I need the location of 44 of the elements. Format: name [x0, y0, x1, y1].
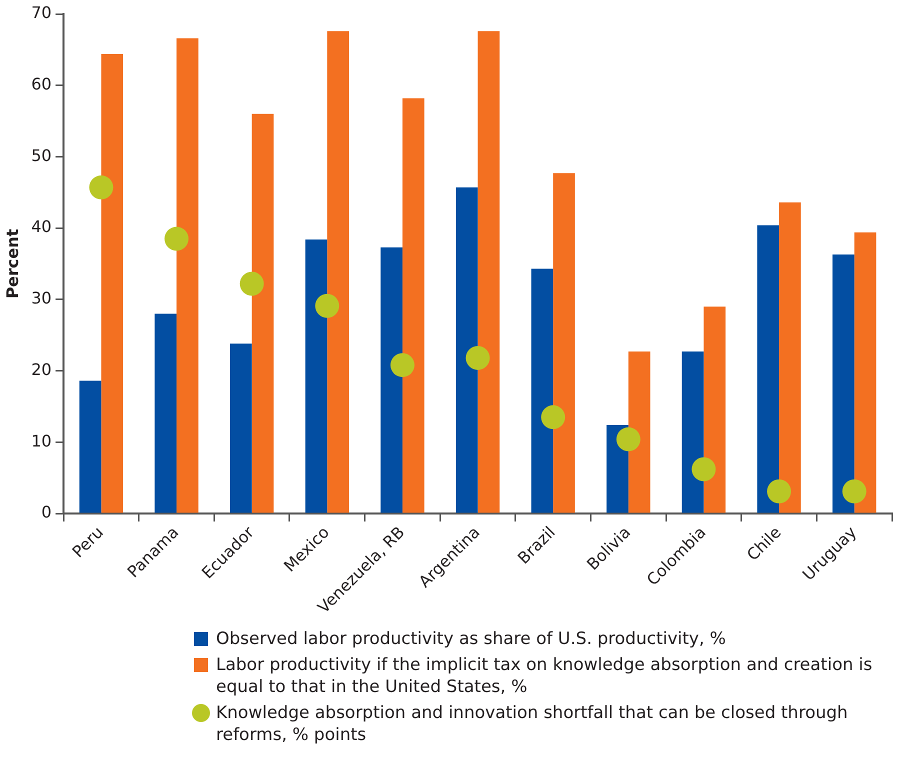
point: [616, 427, 640, 452]
point: [541, 405, 566, 430]
point: [692, 457, 716, 482]
legend-label: Observed labor productivity as share of U.S. productivity, %: [216, 628, 726, 650]
bar: [402, 98, 424, 513]
y-tick-label: 0: [41, 502, 52, 522]
point: [767, 479, 792, 504]
point: [89, 175, 114, 200]
bar: [79, 380, 102, 513]
y-tick-label: 40: [31, 217, 52, 236]
legend-label: Knowledge absorption and innovation shortfall that can be closed through reforms, % points: [216, 702, 849, 746]
point: [842, 479, 866, 504]
y-axis-title: Percent: [2, 228, 22, 299]
bar: [704, 306, 726, 513]
bar: [252, 114, 274, 513]
bar: [456, 187, 478, 513]
bar: [757, 225, 780, 513]
bar: [628, 352, 650, 513]
bar: [531, 268, 554, 513]
bar: [305, 239, 328, 513]
y-tick-label: 50: [31, 146, 52, 165]
y-tick-label: 20: [31, 360, 52, 379]
point: [315, 294, 340, 318]
point: [164, 226, 189, 251]
y-tick-label: 10: [31, 431, 52, 450]
bar: [478, 31, 500, 513]
bar: [380, 247, 402, 513]
bar: [154, 314, 177, 513]
bar: [327, 31, 349, 513]
bar: [682, 352, 704, 513]
bar: [832, 254, 854, 513]
legend-label: Labor productivity if the implicit tax on knowledge absorption and creation is equal to that in the United States, %: [216, 654, 874, 698]
point: [240, 272, 264, 296]
bar: [854, 232, 876, 513]
bar: [230, 344, 252, 513]
point: [390, 353, 414, 378]
bar: [176, 38, 198, 513]
bar: [779, 202, 801, 513]
y-tick-label: 30: [31, 288, 52, 308]
bar: [101, 54, 124, 513]
y-tick-label: 70: [31, 3, 52, 22]
bar: [553, 173, 575, 513]
y-tick-label: 60: [31, 74, 52, 94]
point: [466, 346, 490, 370]
